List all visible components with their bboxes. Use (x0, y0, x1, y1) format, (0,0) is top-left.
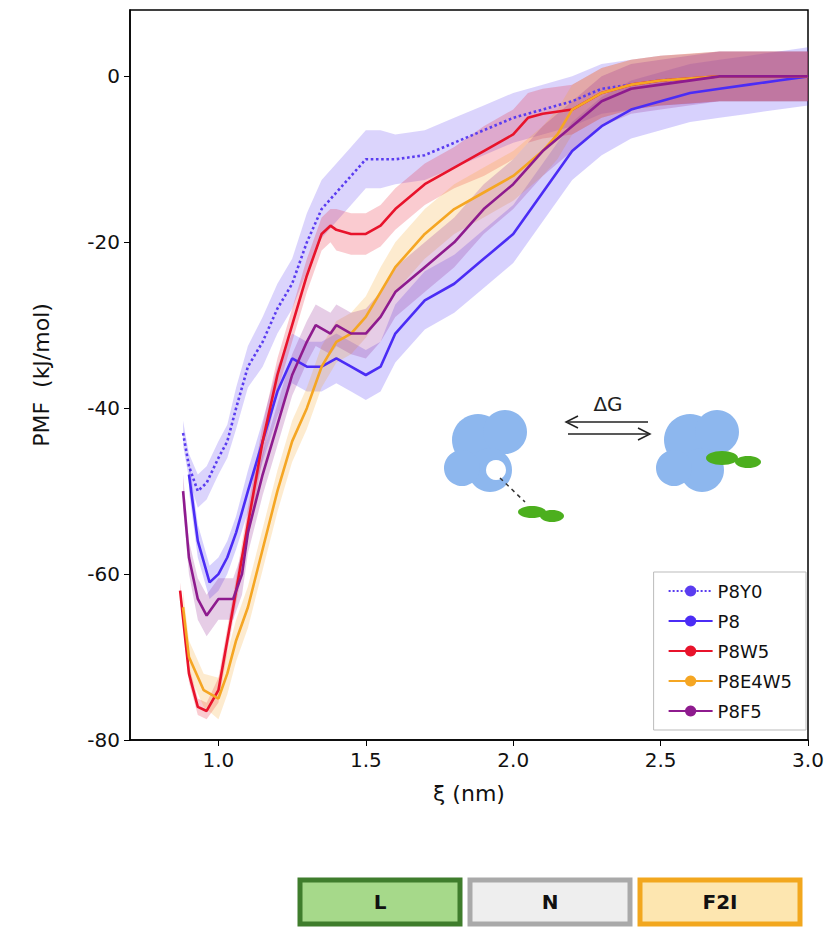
svg-text:P8E4W5: P8E4W5 (718, 671, 792, 692)
svg-text:0: 0 (107, 64, 120, 88)
svg-text:ξ (nm): ξ (nm) (433, 781, 505, 806)
svg-text:ΔG: ΔG (593, 392, 622, 416)
svg-text:1.5: 1.5 (350, 748, 382, 772)
svg-text:P8Y0: P8Y0 (718, 581, 763, 602)
svg-text:-80: -80 (87, 728, 120, 752)
svg-text:-40: -40 (87, 396, 120, 420)
svg-text:P8W5: P8W5 (718, 641, 770, 662)
svg-text:1.0: 1.0 (203, 748, 235, 772)
svg-text:-20: -20 (87, 230, 120, 254)
svg-text:P8: P8 (718, 611, 740, 632)
svg-text:N: N (542, 890, 559, 914)
svg-text:-60: -60 (87, 562, 120, 586)
svg-text:3.0: 3.0 (792, 748, 824, 772)
svg-text:F2I: F2I (702, 890, 737, 914)
svg-text:2.0: 2.0 (497, 748, 529, 772)
svg-text:2.5: 2.5 (645, 748, 677, 772)
svg-text:P8F5: P8F5 (718, 701, 762, 722)
svg-text:L: L (374, 890, 387, 914)
svg-text:PMF (kJ/mol): PMF (kJ/mol) (29, 303, 54, 447)
